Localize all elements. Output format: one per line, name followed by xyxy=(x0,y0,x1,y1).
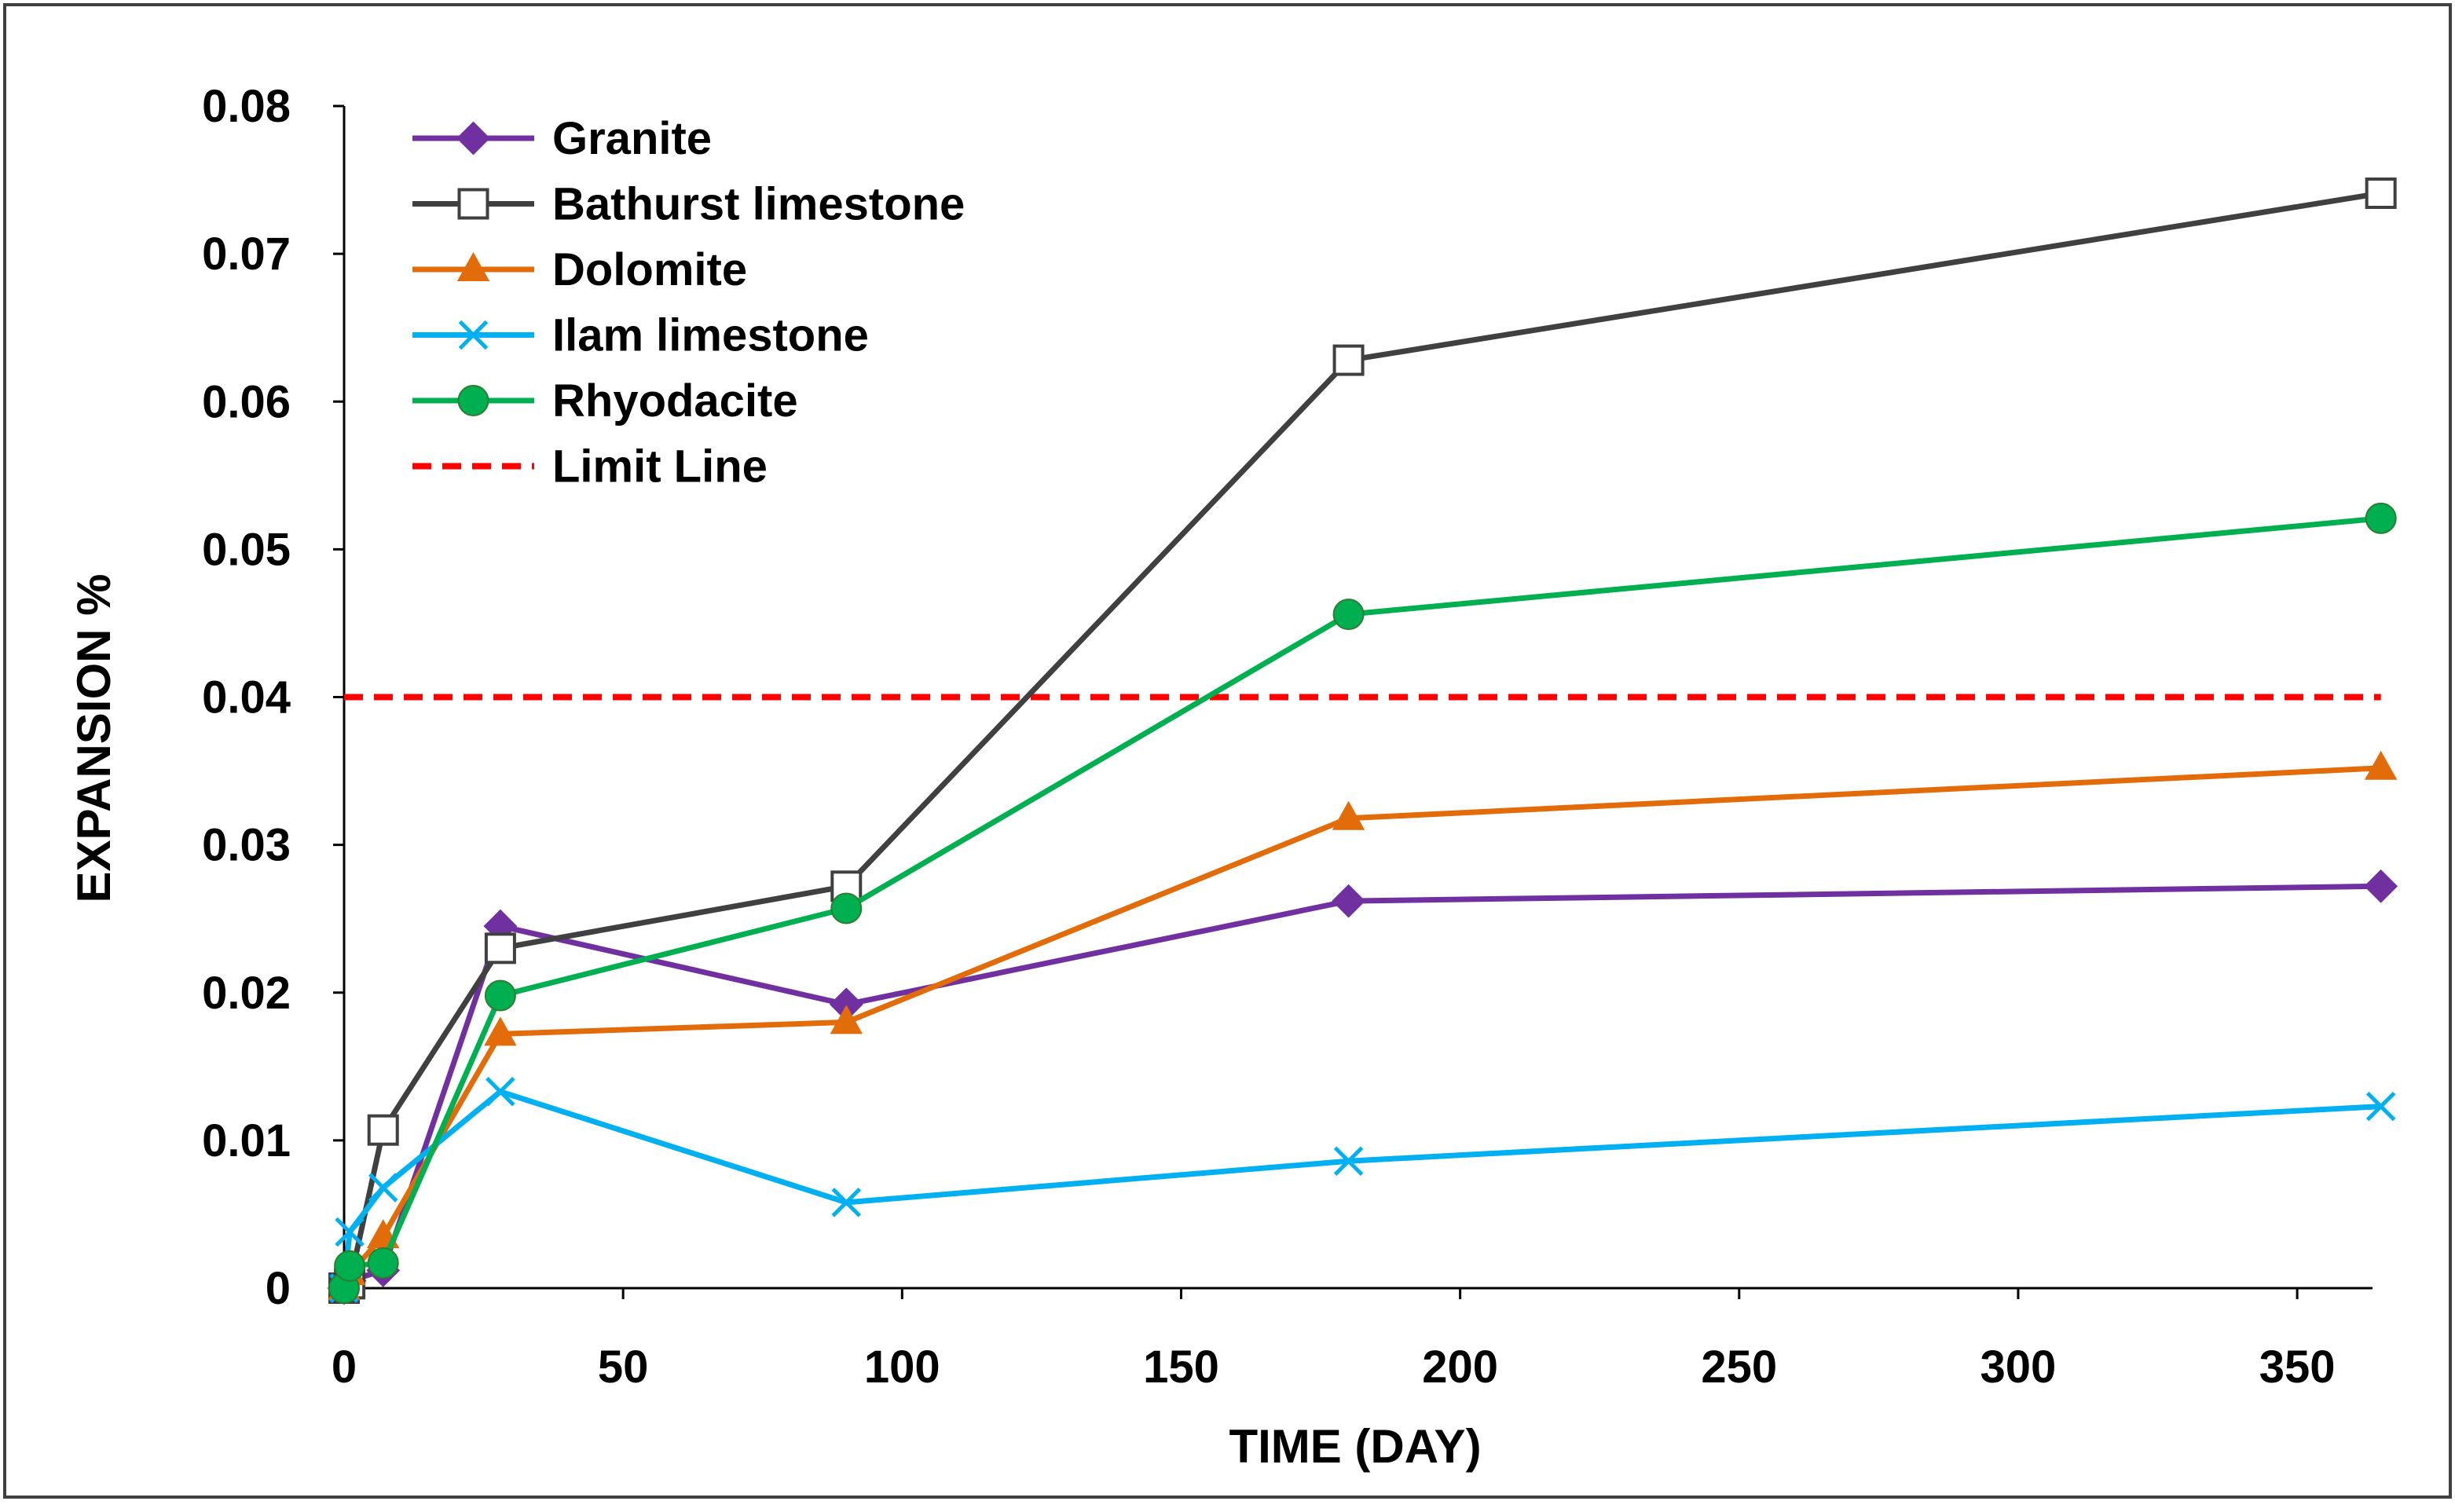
circle-marker xyxy=(367,1247,399,1280)
x-marker xyxy=(458,320,489,350)
y-tick-label: 0.04 xyxy=(202,672,291,723)
x-axis-title: TIME (DAY) xyxy=(1229,1420,1481,1473)
rhyodacite-series xyxy=(328,502,2397,1304)
y-axis-title: EXPANSION % xyxy=(68,574,120,903)
y-tick-label: 0.05 xyxy=(202,524,291,575)
square-marker xyxy=(484,932,516,965)
legend-item: Rhyodacite xyxy=(412,375,798,427)
circle-marker xyxy=(2365,502,2397,534)
legend-label: Ilam limestone xyxy=(552,310,869,361)
y-tick-label: 0.03 xyxy=(202,820,291,871)
x-tick-label: 50 xyxy=(598,1342,649,1393)
legend-label: Limit Line xyxy=(552,441,768,492)
x-marker-stroke xyxy=(368,1173,398,1203)
legend-label: Rhyodacite xyxy=(552,375,798,427)
circle-marker xyxy=(334,1250,366,1282)
x-tick-label: 300 xyxy=(1980,1342,2057,1393)
circle-marker xyxy=(484,979,516,1012)
y-tick-label: 0.01 xyxy=(202,1115,291,1166)
x-tick-label: 350 xyxy=(2259,1342,2336,1393)
triangle-marker xyxy=(1332,800,1365,830)
triangle-marker xyxy=(2364,750,2398,780)
diamond-marker xyxy=(1332,884,1365,918)
series-layer xyxy=(327,177,2398,1305)
x-marker xyxy=(2365,1091,2396,1122)
y-tick-label: 0.08 xyxy=(202,81,291,132)
x-marker-stroke xyxy=(335,1217,365,1247)
triangle-marker xyxy=(456,251,490,281)
y-tick-label: 0.06 xyxy=(202,376,291,427)
x-marker-stroke xyxy=(486,1077,515,1107)
circle-marker xyxy=(830,892,863,924)
square-marker xyxy=(367,1114,399,1146)
circle-marker xyxy=(457,385,489,416)
x-marker-stroke xyxy=(831,1188,862,1217)
x-marker xyxy=(1333,1146,1364,1176)
legend-item: Limit Line xyxy=(412,441,768,492)
circle-marker xyxy=(1332,599,1365,631)
legend-item: Granite xyxy=(412,113,712,164)
legend-item: Bathurst limestone xyxy=(412,179,965,230)
triangle-marker xyxy=(830,1005,863,1034)
x-marker xyxy=(486,1077,515,1107)
y-tick-label: 0.02 xyxy=(202,968,291,1019)
axes: 0 0.01 0.02 0.03 0.04 0.05 0.06 0.07 0.08 0 50 100 1… xyxy=(202,81,2373,1393)
x-marker xyxy=(335,1217,365,1247)
chart-frame xyxy=(3,3,2452,1499)
x-marker-stroke xyxy=(458,320,489,350)
legend-label: Bathurst limestone xyxy=(552,179,965,230)
legend: Granite Bathurst limestone Dolomite Ilam li… xyxy=(412,113,965,492)
legend-item: Dolomite xyxy=(412,244,747,295)
legend-item: Ilam limestone xyxy=(412,310,869,361)
x-marker xyxy=(831,1188,862,1217)
y-tick-label: 0.07 xyxy=(202,229,291,280)
x-tick-label: 200 xyxy=(1422,1342,1498,1393)
x-marker-stroke xyxy=(1333,1146,1364,1176)
x-marker-stroke xyxy=(2365,1091,2396,1122)
diamond-marker xyxy=(456,121,490,156)
diamond-marker xyxy=(2364,869,2398,903)
x-tick-label: 250 xyxy=(1701,1342,1777,1393)
triangle-marker xyxy=(484,1016,517,1046)
y-tick-label: 0 xyxy=(266,1263,291,1314)
legend-label: Dolomite xyxy=(552,244,747,295)
square-marker xyxy=(2365,177,2397,209)
x-tick-label: 0 xyxy=(332,1342,357,1393)
x-tick-label: 100 xyxy=(864,1342,940,1393)
x-marker xyxy=(368,1173,398,1203)
x-tick-label: 150 xyxy=(1143,1342,1219,1393)
square-marker xyxy=(1332,344,1365,376)
square-marker xyxy=(457,188,489,220)
legend-label: Granite xyxy=(552,113,712,164)
